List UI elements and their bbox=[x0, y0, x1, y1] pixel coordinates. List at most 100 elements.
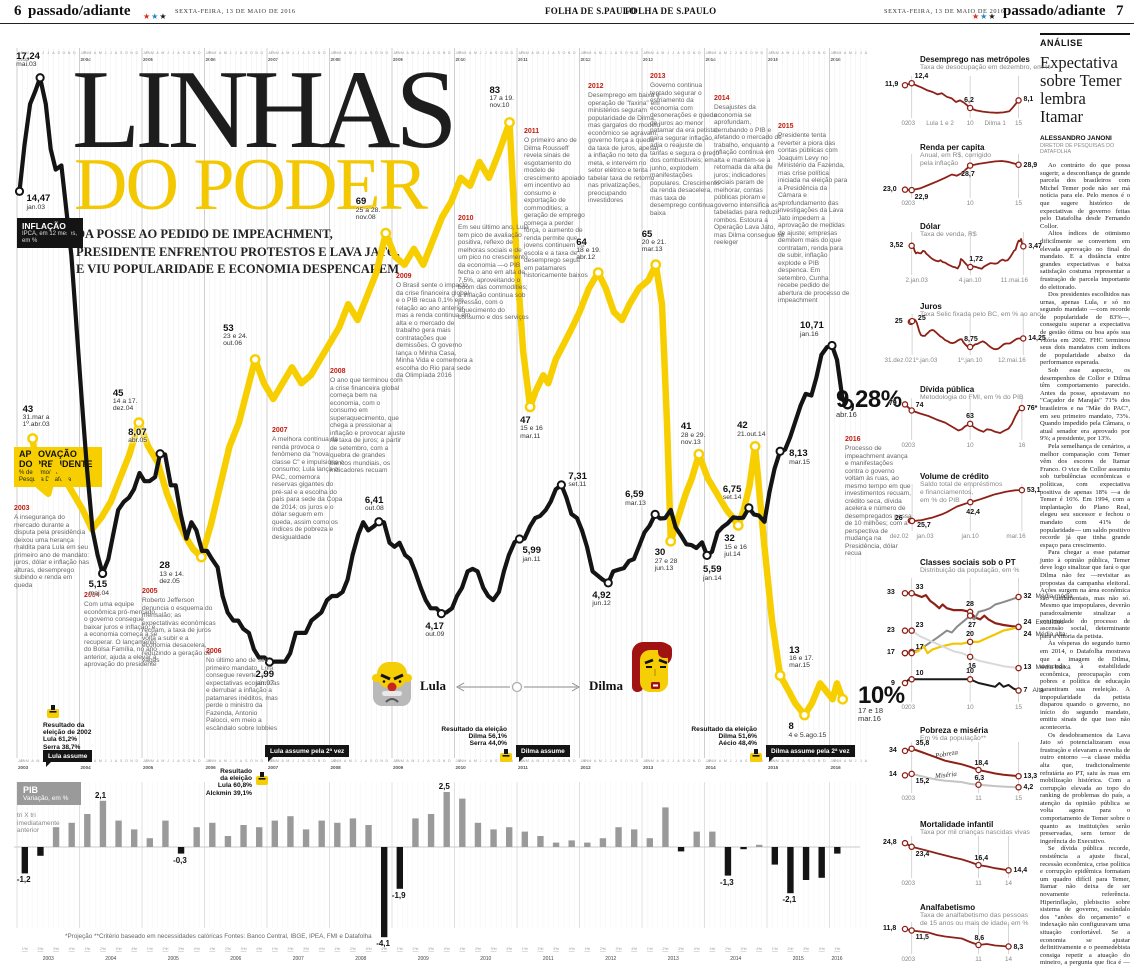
sidebar-value-label: 28 bbox=[966, 600, 974, 608]
annotation-2005: 2005 Roberto Jefferson denuncia o esquema… bbox=[142, 588, 216, 664]
annotation-2003: 2003 A insegurança do mercado durante a d… bbox=[14, 505, 90, 589]
sidebar-axis-label: 02 bbox=[901, 956, 909, 963]
sidebar-series-name: Miséria bbox=[935, 770, 958, 781]
star-icon: ★ bbox=[988, 12, 996, 21]
annotation-year: 2016 bbox=[845, 436, 861, 443]
sidebar-value-label: 17 bbox=[915, 644, 924, 652]
sidebar-value-label: 22,9 bbox=[914, 194, 929, 202]
pib-bar-label: -1,3 bbox=[719, 877, 734, 887]
sidebar-chart-subtitle: Taxa de desocupação em dezembro, em % bbox=[920, 64, 1051, 71]
data-point-label: 53 23 e 24. out.06 bbox=[223, 322, 248, 348]
sidebar-axis-label: 14 bbox=[1005, 956, 1013, 963]
sidebar-axis-label: 10 bbox=[966, 200, 974, 207]
sidebar-axis-label: 4.jan.10 bbox=[958, 277, 982, 284]
sidebar-axis-label: 10 bbox=[966, 442, 974, 449]
sidebar-value-label: 34 bbox=[889, 746, 897, 754]
sidebar-axis-label: 03 bbox=[908, 880, 916, 887]
sidebar-axis-label: 14 bbox=[1005, 880, 1013, 887]
election-result: Resultado da eleição Lula 60,8% Alckmin 39,… bbox=[205, 768, 252, 797]
data-point-label: 7,31 set.11 bbox=[568, 470, 587, 489]
analysis-byline-role: DIRETOR DE PESQUISAS DO DATAFOLHA bbox=[1040, 143, 1115, 155]
header-rule bbox=[0, 23, 1134, 24]
data-point-label: 41 28 e 29. nov.13 bbox=[680, 421, 706, 446]
sidebar-value-label: 26 bbox=[894, 514, 903, 522]
sidebar-value-label: 33 bbox=[887, 589, 895, 597]
masthead-right: FOLHA DE S.PAULO bbox=[625, 6, 717, 16]
data-point-label: 83 17 a 19. nov.10 bbox=[489, 84, 515, 110]
annotation-2016: 2016 Processo de impeachment avança e man… bbox=[845, 436, 912, 557]
sidebar-axis-label: 11 bbox=[975, 795, 982, 802]
sidebar-value-label: 10 bbox=[966, 668, 974, 676]
sidebar-value-label: 6,3 bbox=[974, 774, 985, 782]
analysis-paragraph: Ao contrário do que possa sugerir, a des… bbox=[1040, 162, 1130, 230]
annotation-year: 2015 bbox=[778, 123, 794, 130]
data-point-label: 10,71 jan.16 bbox=[800, 320, 824, 338]
sidebar-axis-label: jan.10 bbox=[961, 533, 979, 540]
sidebar-chart-subtitle: Distribuição da população, em % bbox=[920, 567, 1020, 574]
pib-bar-label: -0,3 bbox=[173, 855, 187, 865]
sidebar-value-label: 24,8 bbox=[883, 839, 897, 847]
analysis-paragraph: Para chegar a esse patamar junto à opini… bbox=[1040, 549, 1130, 640]
sidebar-value-label: 9 bbox=[891, 680, 895, 688]
analysis-byline: ALESSANDRO JANONI bbox=[1040, 135, 1112, 142]
annotation-year: 2005 bbox=[142, 588, 158, 595]
sidebar-value-label: 24 bbox=[1023, 631, 1032, 639]
data-point-label: 45 14 a 17. dez.04 bbox=[112, 387, 138, 413]
star-icon: ★ bbox=[159, 12, 167, 21]
election-result: Resultado da eleição Dilma 56,1% Serra 44,… bbox=[441, 726, 507, 748]
sidebar-value-label: 6,2 bbox=[964, 97, 974, 104]
annotation-year: 2013 bbox=[650, 73, 666, 80]
sidebar-value-label: 63 bbox=[966, 412, 974, 420]
sidebar-value-label: 23 bbox=[887, 626, 895, 634]
analysis-rule bbox=[1040, 33, 1130, 35]
analysis-paragraph: Às vésperas do segundo turno em 2014, o … bbox=[1040, 640, 1130, 731]
data-point-label: 8,07 abr.05 bbox=[128, 426, 148, 445]
sidebar-value-label: 53,1 bbox=[1026, 487, 1041, 495]
sidebar-axis-label: 03 bbox=[908, 200, 916, 207]
sidebar-axis-label: 10 bbox=[966, 704, 974, 711]
data-point-label: 14,47 jan.03 bbox=[26, 193, 51, 211]
assume-tag: Lula assume bbox=[43, 750, 93, 767]
sidebar-axis-label: 1º.jan.10 bbox=[957, 357, 983, 364]
analysis-kicker: ANÁLISE bbox=[1040, 38, 1084, 48]
analysis-paragraph: Altos índices de otimismo dificilmente s… bbox=[1040, 230, 1130, 291]
sidebar-axis-label: 03 bbox=[908, 956, 916, 963]
sidebar-value-label: 33 bbox=[915, 584, 924, 592]
sidebar-value-label: 13 bbox=[1023, 664, 1032, 672]
sidebar-chart-title-mortalidade: Mortalidade infantil bbox=[920, 820, 994, 829]
sidebar-axis-label: dez.02 bbox=[889, 533, 909, 540]
data-point-label: 32 15 e 16 jul.14 bbox=[724, 533, 747, 559]
sidebar-chart-subtitle: Anual, em R$, corrigido bbox=[920, 152, 992, 159]
sidebar-axis-label: mar.16 bbox=[1006, 533, 1026, 540]
data-point-label: 4,17 out.09 bbox=[425, 620, 445, 639]
sidebar-value-label: 13,3 bbox=[1023, 773, 1038, 781]
data-point-label: 8,13 mar.15 bbox=[789, 448, 810, 466]
sources-footnote: *Projeção **Critério baseado em necessid… bbox=[65, 933, 372, 940]
sidebar-axis-label: 11 bbox=[975, 956, 982, 963]
sidebar-axis-label: 15 bbox=[1015, 704, 1023, 711]
sidebar-chart-title-desemprego: Desemprego nas metrópoles bbox=[920, 55, 1030, 64]
pib-legend-box: PIB Variação, em % bbox=[17, 782, 81, 805]
analysis-paragraph: Sob esse aspecto, os desempenhos de Coll… bbox=[1040, 367, 1130, 443]
data-point-label: 69 25 a 28. nov.08 bbox=[355, 196, 381, 221]
star-icon: ★ bbox=[980, 12, 988, 21]
data-point-label: 30 27 e 28 jun.13 bbox=[654, 547, 678, 572]
annotation-2015: 2015 Presidente tenta reverter a piora da… bbox=[778, 123, 850, 304]
sidebar-axis-label: 10 bbox=[966, 120, 974, 127]
sidebar-value-label: 42,4 bbox=[966, 509, 980, 517]
sidebar-value-label: 25 bbox=[894, 317, 903, 325]
sidebar-value-label: 16,4 bbox=[974, 855, 989, 863]
left-section-title: passado/adiante bbox=[28, 3, 131, 19]
sidebar-value-label: 20 bbox=[966, 630, 974, 638]
sidebar-series-name: Média baixa bbox=[1035, 664, 1071, 672]
sidebar-axis-label: 16 bbox=[1018, 442, 1026, 449]
sidebar-value-label: 24 bbox=[1023, 618, 1032, 626]
masthead-left: FOLHA DE S.PAULO bbox=[545, 6, 637, 16]
analysis-title: Expectativa sobre Temer lembra Itamar bbox=[1040, 53, 1122, 126]
annotation-year: 2008 bbox=[330, 368, 346, 375]
sidebar-value-label: 8,3 bbox=[1013, 943, 1024, 951]
sidebar-value-label: 25 bbox=[917, 314, 926, 322]
sidebar-value-label: 35,8 bbox=[915, 739, 930, 747]
sidebar-series-name: Média média bbox=[1035, 592, 1073, 600]
